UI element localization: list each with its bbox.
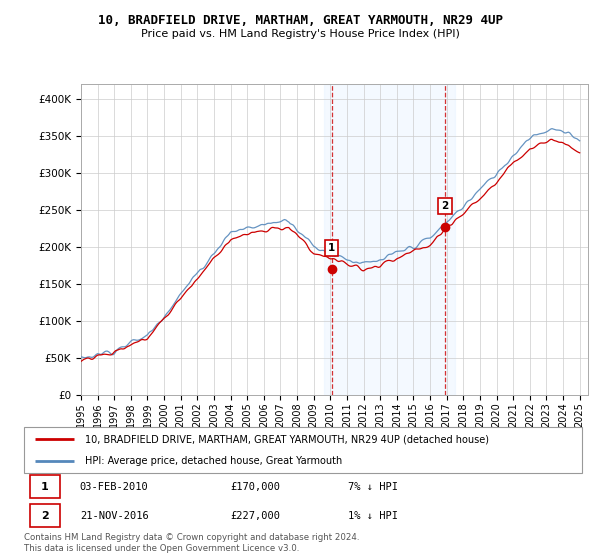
Text: 03-FEB-2010: 03-FEB-2010	[80, 482, 149, 492]
Text: £227,000: £227,000	[230, 511, 280, 521]
Bar	[29, 504, 60, 527]
Text: 21-NOV-2016: 21-NOV-2016	[80, 511, 149, 521]
Text: 10, BRADFIELD DRIVE, MARTHAM, GREAT YARMOUTH, NR29 4UP: 10, BRADFIELD DRIVE, MARTHAM, GREAT YARM…	[97, 14, 503, 27]
Text: £170,000: £170,000	[230, 482, 280, 492]
Text: HPI: Average price, detached house, Great Yarmouth: HPI: Average price, detached house, Grea…	[85, 456, 343, 466]
Text: 1% ↓ HPI: 1% ↓ HPI	[347, 511, 398, 521]
Text: 1: 1	[328, 243, 335, 253]
Text: Price paid vs. HM Land Registry's House Price Index (HPI): Price paid vs. HM Land Registry's House …	[140, 29, 460, 39]
Text: 10, BRADFIELD DRIVE, MARTHAM, GREAT YARMOUTH, NR29 4UP (detached house): 10, BRADFIELD DRIVE, MARTHAM, GREAT YARM…	[85, 434, 490, 444]
Bar	[323, 84, 455, 395]
Text: 7% ↓ HPI: 7% ↓ HPI	[347, 482, 398, 492]
Bar	[29, 475, 60, 498]
Text: 1: 1	[41, 482, 49, 492]
Text: Contains HM Land Registry data © Crown copyright and database right 2024.
This d: Contains HM Land Registry data © Crown c…	[24, 533, 359, 553]
Text: 2: 2	[41, 511, 49, 521]
Text: 2: 2	[442, 201, 449, 211]
